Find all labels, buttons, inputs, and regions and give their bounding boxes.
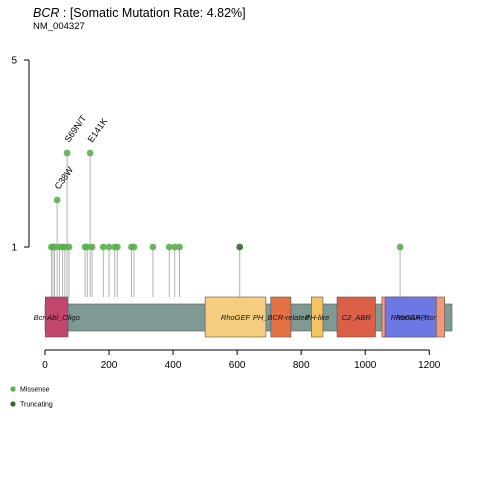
missense-marker — [99, 243, 107, 251]
missense-marker — [53, 196, 61, 204]
domain-label: C2_ABR — [342, 313, 372, 322]
gene-name: BCR — [33, 6, 60, 20]
x-tick-label: 600 — [229, 360, 246, 371]
legend: Missense Truncating — [10, 386, 53, 409]
mutation-stems — [50, 153, 401, 297]
missense-marker — [171, 243, 179, 251]
truncating-marker — [236, 243, 244, 251]
mutation-markers — [48, 149, 404, 251]
x-tick-label: 1200 — [418, 360, 441, 371]
mutation-rate-text: : [Somatic Mutation Rate: 4.82%] — [59, 6, 246, 20]
axes: 1 5 0 200 400 600 800 1000 1200 — [11, 56, 440, 372]
missense-marker — [88, 243, 96, 251]
domain-label: RhoGAP_Bcr — [391, 313, 437, 322]
x-tick-label: 200 — [101, 360, 118, 371]
legend-label: Truncating — [20, 402, 53, 409]
missense-marker — [130, 243, 138, 251]
missense-marker — [83, 243, 91, 251]
missense-marker — [165, 243, 173, 251]
missense-marker — [176, 243, 183, 251]
x-tick-label: 0 — [42, 360, 48, 371]
mutation-label: C38W — [53, 165, 76, 192]
mutation-label: E141K — [86, 116, 110, 144]
missense-marker — [113, 243, 121, 251]
legend-marker — [10, 401, 16, 407]
missense-marker — [63, 149, 71, 157]
domain-box — [270, 296, 292, 338]
missense-marker — [396, 243, 404, 251]
domain-label: PH_BCR-related — [253, 313, 310, 322]
missense-marker — [105, 243, 113, 251]
transcript-id: NM_004327 — [33, 21, 85, 32]
domain-box — [311, 296, 324, 338]
domain-box — [384, 296, 437, 338]
mutation-label: S69N/T — [63, 113, 89, 144]
domain-box — [336, 296, 376, 338]
legend-label: Missense — [20, 387, 50, 394]
chart-title: BCR : [Somatic Mutation Rate: 4.82%] — [33, 6, 246, 20]
domain-label: Bcr-Abl_Oligo — [34, 313, 80, 322]
missense-marker — [65, 243, 73, 251]
domain-box — [45, 296, 69, 338]
missense-marker — [51, 243, 59, 251]
missense-marker — [86, 149, 94, 157]
x-tick-label: 800 — [293, 360, 310, 371]
protein-domains: Bcr-Abl_Oligo RhoGEF PH_BCR-relatedPH-like… — [34, 296, 445, 338]
y-tick-label: 5 — [11, 56, 17, 67]
domain-label: RhoGEF — [221, 313, 251, 322]
domain-label: PH-like — [305, 313, 329, 322]
legend-marker — [10, 386, 16, 392]
domain-box — [204, 296, 267, 338]
x-tick-label: 400 — [165, 360, 182, 371]
missense-marker — [149, 243, 157, 251]
y-tick-label: 1 — [11, 243, 17, 254]
domain-label: RhoGAP — [396, 313, 426, 322]
x-tick-label: 1000 — [354, 360, 377, 371]
